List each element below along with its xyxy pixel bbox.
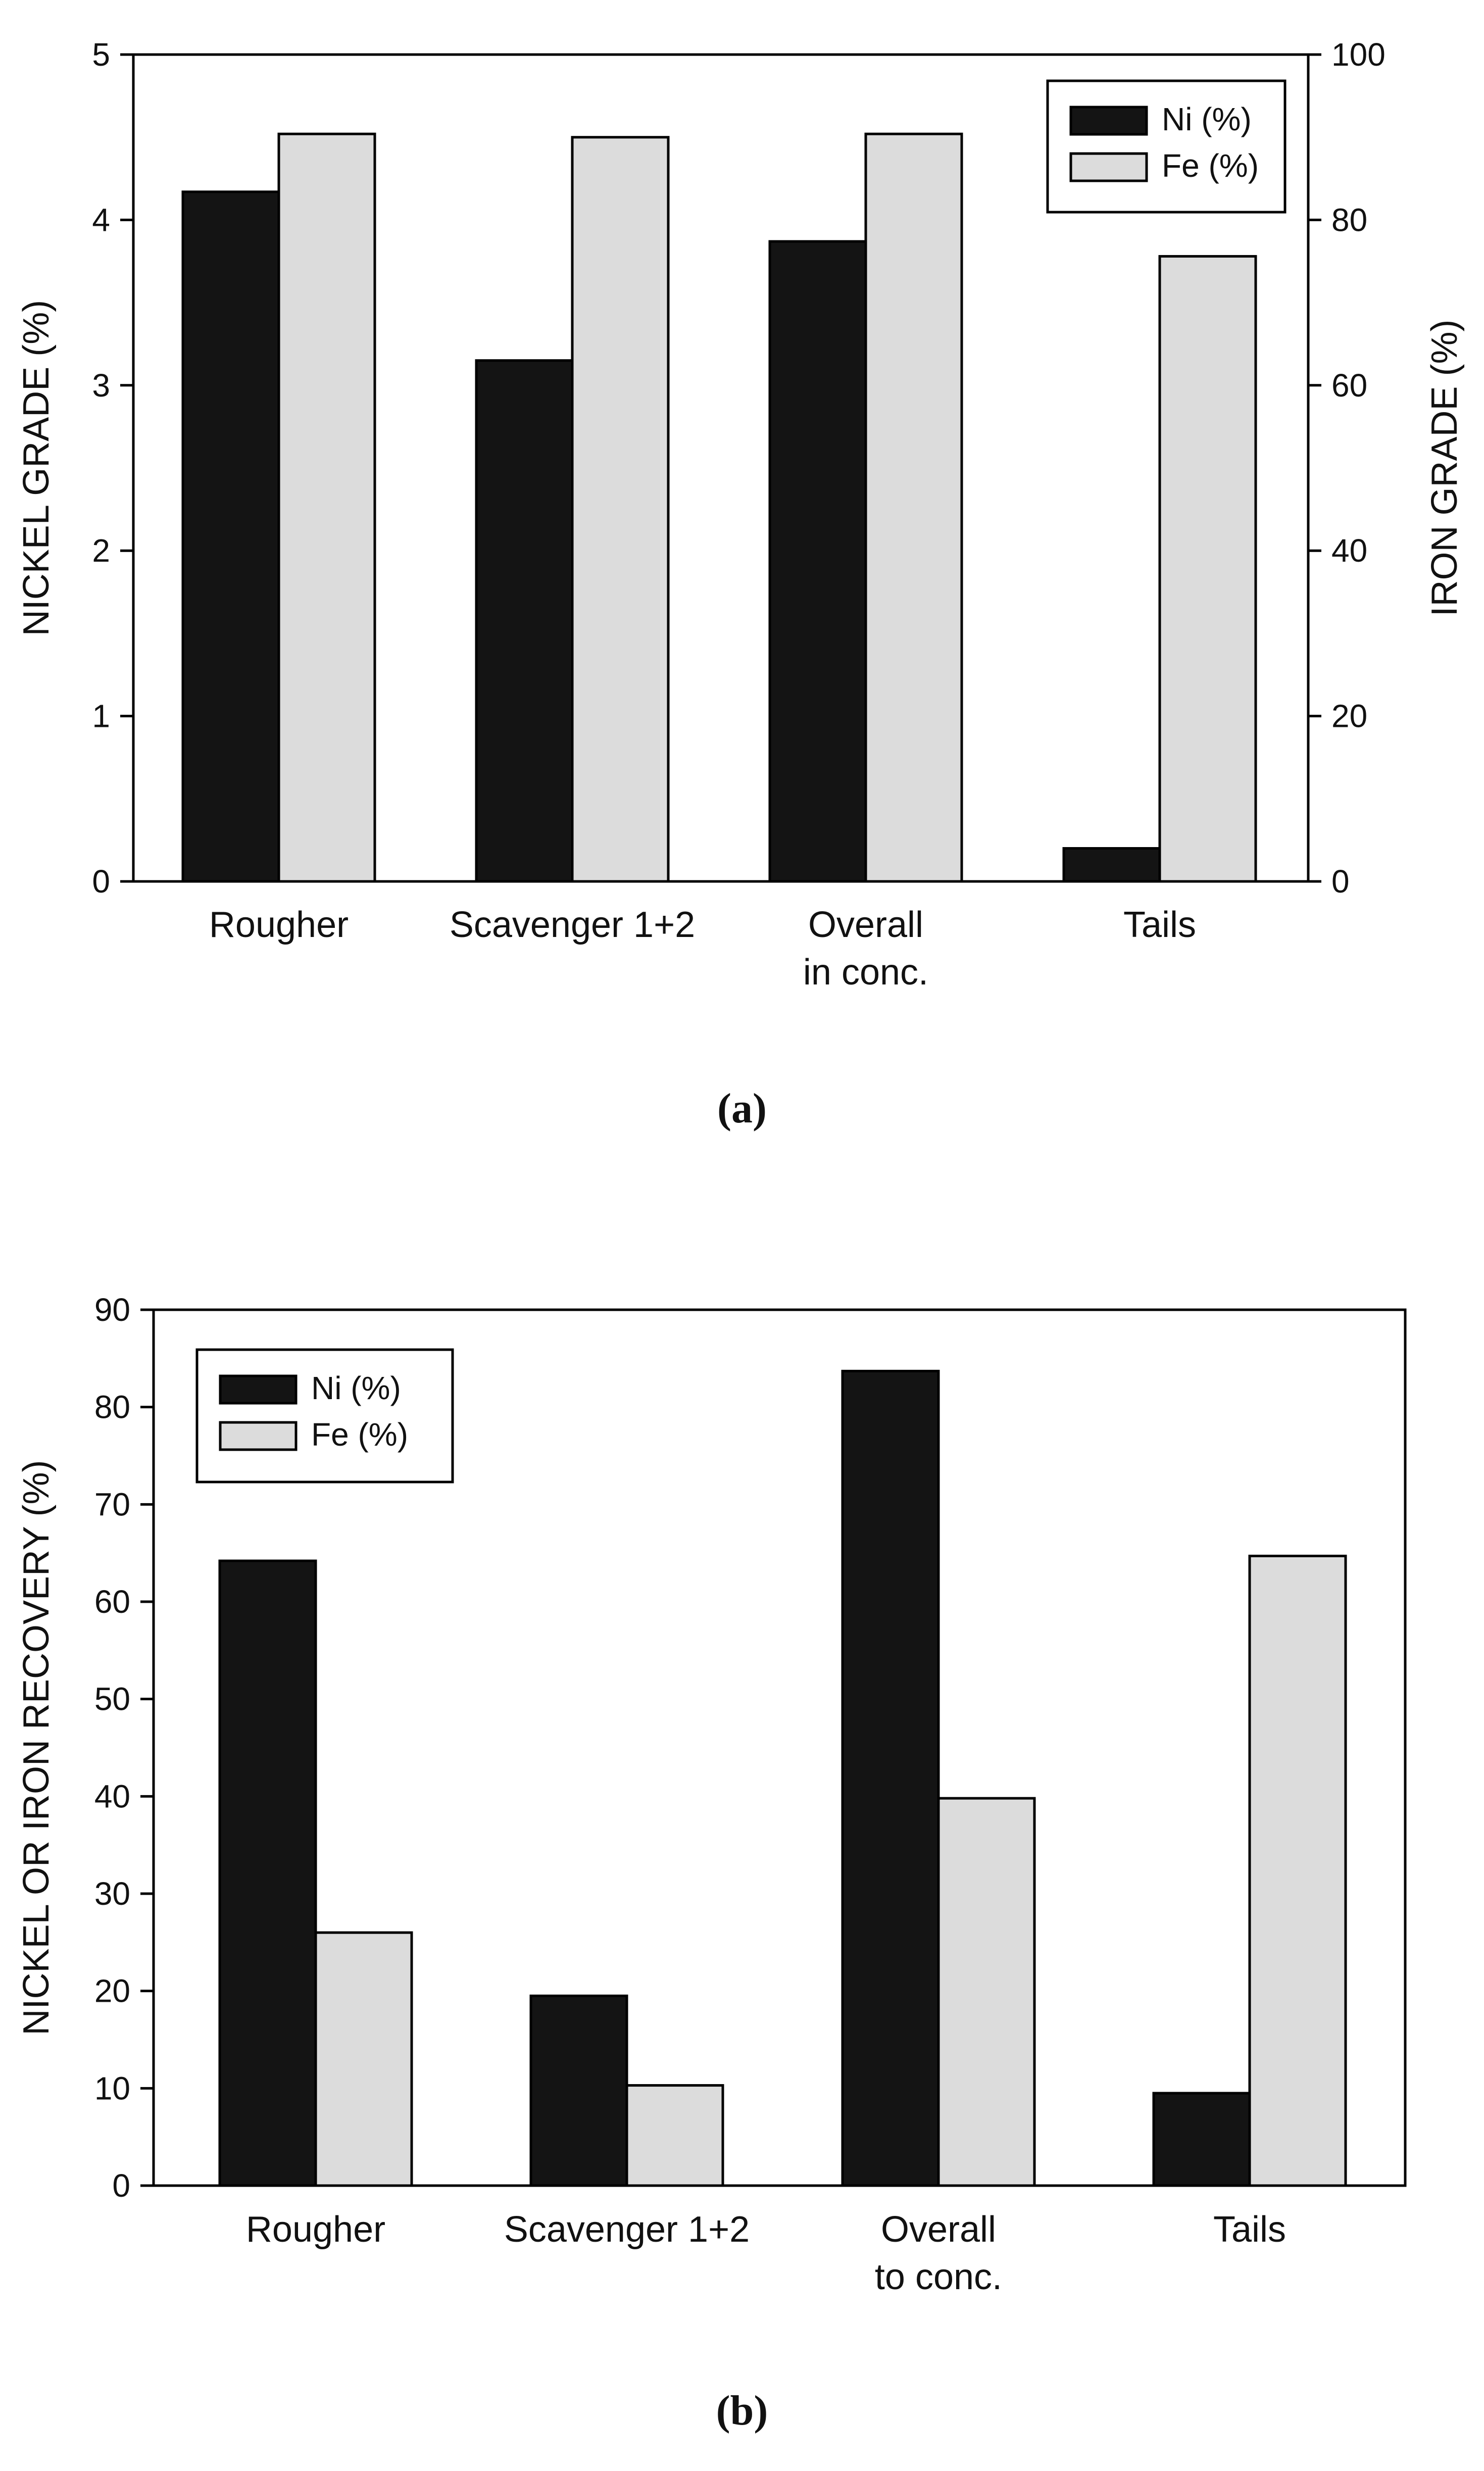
y2-tick-label: 40 xyxy=(1331,532,1367,569)
category-label: in conc. xyxy=(803,952,928,993)
ni-bar xyxy=(475,359,574,883)
chart-a: 0 1 2 3 4 5 0 20 40 60 80 100 NICKEL GRADE (%) IRON G… xyxy=(16,36,1465,1132)
legend-label: Ni (%) xyxy=(311,1370,401,1406)
fe-bar xyxy=(864,132,963,883)
plot-frame xyxy=(152,1308,1407,2187)
legend-swatch-ni xyxy=(219,1374,298,1405)
legend-swatch-fe xyxy=(1069,152,1148,182)
y2-tick-label: 0 xyxy=(1331,863,1350,900)
fe-bar xyxy=(625,2084,724,2187)
y-tick-label: 70 xyxy=(94,1486,130,1522)
fe-bar xyxy=(314,1931,413,2187)
legend-box xyxy=(1046,79,1287,214)
category-label: Tails xyxy=(1213,2209,1286,2250)
plot-frame xyxy=(132,53,1310,883)
y2-tick-label: 20 xyxy=(1331,698,1367,734)
legend-box xyxy=(195,1348,454,1484)
category-label: Scavenger 1+2 xyxy=(450,905,695,945)
legend-label: Fe (%) xyxy=(1162,147,1259,184)
y-tick-label: 0 xyxy=(92,863,110,900)
y-tick-label: 60 xyxy=(94,1584,130,1620)
y-tick-label: 40 xyxy=(94,1778,130,1814)
ni-bar xyxy=(1062,847,1161,883)
ni-bar xyxy=(218,1559,317,2187)
chart-b: 0 10 20 30 40 50 60 70 80 90 NICKEL OR IRON RECOVE… xyxy=(16,1292,1407,2434)
ni-bar xyxy=(1152,2092,1251,2187)
ni-bar xyxy=(181,190,280,883)
y2-tick-label: 60 xyxy=(1331,367,1367,404)
y-tick-label: 10 xyxy=(94,2070,130,2106)
fe-bar xyxy=(1248,1554,1347,2187)
y-tick-label: 2 xyxy=(92,532,110,569)
ni-bar xyxy=(841,1369,940,2187)
category-label: Overall xyxy=(808,905,923,945)
y-tick-label: 1 xyxy=(92,698,110,734)
y2-axis-label: IRON GRADE (%) xyxy=(1424,319,1465,616)
y-tick-label: 50 xyxy=(94,1681,130,1717)
y-tick-label: 90 xyxy=(94,1292,130,1328)
fe-bar xyxy=(277,132,376,883)
y-tick-label: 5 xyxy=(92,36,110,73)
panel-caption: (a) xyxy=(717,1085,767,1132)
ni-bar xyxy=(768,240,867,883)
category-label: Tails xyxy=(1123,905,1196,945)
fe-bar xyxy=(937,1797,1036,2187)
category-label: to conc. xyxy=(875,2257,1002,2297)
y-tick-label: 4 xyxy=(92,202,110,238)
y2-tick-label: 100 xyxy=(1331,36,1386,73)
category-label: Rougher xyxy=(209,905,349,945)
ni-bar xyxy=(529,1994,628,2187)
y-tick-label: 30 xyxy=(94,1875,130,1912)
legend-label: Ni (%) xyxy=(1162,101,1252,137)
category-label: Overall xyxy=(881,2209,996,2250)
y-tick-label: 3 xyxy=(92,367,110,404)
legend-swatch-ni xyxy=(1069,106,1148,136)
y-tick-label: 80 xyxy=(94,1389,130,1425)
y-tick-label: 20 xyxy=(94,1973,130,2009)
legend-swatch-fe xyxy=(219,1421,298,1451)
panel-caption: (b) xyxy=(716,2387,768,2434)
fe-bar xyxy=(1158,255,1257,883)
category-label: Scavenger 1+2 xyxy=(504,2209,750,2250)
legend-label: Fe (%) xyxy=(311,1416,408,1453)
fe-bar xyxy=(571,136,670,883)
category-label: Rougher xyxy=(246,2209,385,2250)
y-axis-label: NICKEL OR IRON RECOVERY (%) xyxy=(16,1460,57,2036)
y2-tick-label: 80 xyxy=(1331,202,1367,238)
y-tick-label: 0 xyxy=(112,2167,130,2204)
y-axis-label: NICKEL GRADE (%) xyxy=(16,300,57,636)
